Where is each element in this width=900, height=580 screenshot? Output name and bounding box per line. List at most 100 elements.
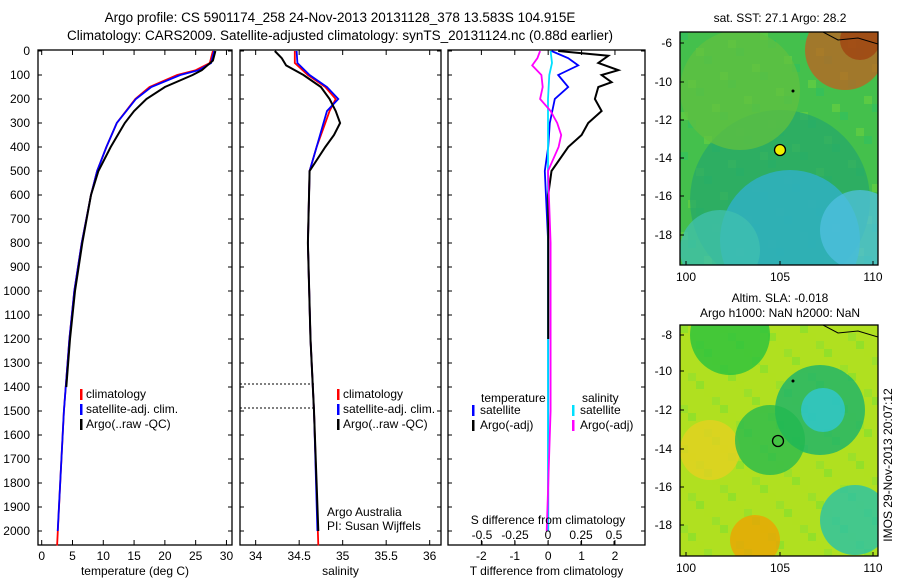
legend-heading: temperature bbox=[481, 391, 546, 405]
y-tick-label: 100 bbox=[10, 68, 30, 82]
x2-tick-label: -0.5 bbox=[472, 528, 493, 542]
map-cell bbox=[832, 357, 840, 365]
y-tick-label: 2000 bbox=[3, 524, 30, 538]
map-cell bbox=[864, 176, 872, 184]
x-tick-label: 15 bbox=[127, 549, 141, 563]
x-tick-label: 35 bbox=[336, 549, 350, 563]
map-cell bbox=[688, 40, 696, 48]
map-cell bbox=[720, 405, 728, 413]
series-line-s-satellite bbox=[547, 50, 553, 531]
map-cell bbox=[704, 549, 712, 556]
y-tick-label: -16 bbox=[655, 480, 673, 494]
map-cell bbox=[824, 549, 832, 556]
x-axis-label: T difference from climatology bbox=[470, 564, 624, 578]
x-tick-label: 100 bbox=[676, 270, 696, 284]
x-axis-label: temperature (deg C) bbox=[81, 564, 189, 578]
y-tick-label: 500 bbox=[10, 164, 30, 178]
sla-map-title: Altim. SLA: -0.018 bbox=[732, 291, 829, 305]
legend-label: satellite bbox=[480, 403, 521, 417]
difference-panel: -2 -1 0 1 2T difference from climatology temp… bbox=[447, 49, 646, 578]
y-tick-label: 1500 bbox=[3, 404, 30, 418]
legend-swatch bbox=[337, 419, 340, 430]
y-tick-label: 1200 bbox=[3, 332, 30, 346]
series-line-s-argo-adj- bbox=[531, 50, 563, 532]
coastline bbox=[822, 32, 878, 45]
map-cell bbox=[808, 533, 816, 541]
map-cell bbox=[712, 477, 720, 485]
map-cell bbox=[720, 485, 728, 493]
legend-swatch bbox=[572, 420, 575, 431]
legend-label: satellite-adj. clim. bbox=[86, 402, 178, 416]
coastline bbox=[822, 325, 878, 338]
x-tick-label: 105 bbox=[770, 270, 790, 284]
map-cell bbox=[680, 32, 688, 40]
map-cell bbox=[800, 525, 808, 533]
map-cell bbox=[840, 365, 848, 373]
salinity-panel: 34 34.5 35 35.5 36 salinity climatologysatelli… bbox=[239, 49, 442, 578]
map-cell bbox=[712, 517, 720, 525]
map-cell bbox=[872, 397, 878, 405]
series-line-satellite-adj-clim- bbox=[295, 50, 340, 532]
map-cell bbox=[680, 325, 688, 333]
x-tick-label: 1 bbox=[578, 549, 585, 563]
x-axis-label: salinity bbox=[322, 564, 359, 578]
y-tick-label: 1100 bbox=[4, 308, 30, 322]
map-cell bbox=[760, 485, 768, 493]
map-cell bbox=[744, 469, 752, 477]
note-line: PI: Susan Wijffels bbox=[327, 519, 421, 533]
y-tick-label: -16 bbox=[655, 189, 673, 203]
map-feature bbox=[820, 190, 878, 265]
legend-label: climatology bbox=[86, 387, 146, 401]
map-cell bbox=[680, 525, 688, 533]
map-cell bbox=[728, 493, 736, 501]
map-cell bbox=[872, 357, 878, 365]
map-cell bbox=[848, 453, 856, 461]
map-cell bbox=[680, 405, 688, 413]
series-line-argo-raw-qc- bbox=[274, 50, 342, 532]
x2-tick-label: -0.25 bbox=[501, 528, 529, 542]
map-cell bbox=[864, 349, 872, 357]
x-tick-label: 2 bbox=[612, 549, 619, 563]
map-cell bbox=[680, 365, 688, 373]
map-cell bbox=[688, 493, 696, 501]
temperature-panel: 0100200300400500600700800900100011001200… bbox=[3, 44, 233, 578]
y-tick-label: 1000 bbox=[3, 284, 30, 298]
map-cell bbox=[816, 461, 824, 469]
map-cell bbox=[816, 501, 824, 509]
x-tick-label: 0 bbox=[38, 549, 45, 563]
map-cell bbox=[728, 413, 736, 421]
map-cell bbox=[872, 104, 878, 112]
x-tick-label: -2 bbox=[476, 549, 487, 563]
map-feature bbox=[840, 32, 878, 60]
map-cell bbox=[712, 397, 720, 405]
map-cell bbox=[736, 501, 744, 509]
map-cell bbox=[696, 381, 704, 389]
map-cell bbox=[872, 437, 878, 445]
y-tick-label: -12 bbox=[655, 403, 673, 417]
map-cell bbox=[784, 509, 792, 517]
map-cell bbox=[856, 88, 864, 96]
legend-swatch bbox=[472, 420, 475, 431]
y-tick-label: -12 bbox=[655, 113, 673, 127]
x-tick-label: 5 bbox=[69, 549, 76, 563]
map-cell bbox=[792, 357, 800, 365]
y-tick-label: -14 bbox=[655, 442, 673, 456]
map-cell bbox=[808, 493, 816, 501]
map-cell bbox=[848, 333, 856, 341]
map-cell bbox=[800, 32, 808, 40]
map-cell bbox=[848, 373, 856, 381]
map-feature bbox=[801, 388, 845, 432]
x-tick-label: 25 bbox=[189, 549, 203, 563]
map-cell bbox=[808, 333, 816, 341]
y-tick-label: 0 bbox=[23, 44, 30, 58]
x2-tick-label: 0.5 bbox=[606, 528, 623, 542]
y-tick-label: -8 bbox=[661, 328, 672, 342]
map-cell bbox=[864, 549, 872, 556]
map-cell bbox=[872, 144, 878, 152]
map-cell bbox=[824, 96, 832, 104]
x-tick-label: 30 bbox=[220, 549, 234, 563]
map-cell bbox=[864, 389, 872, 397]
map-frame bbox=[679, 324, 879, 557]
map-cell bbox=[760, 365, 768, 373]
